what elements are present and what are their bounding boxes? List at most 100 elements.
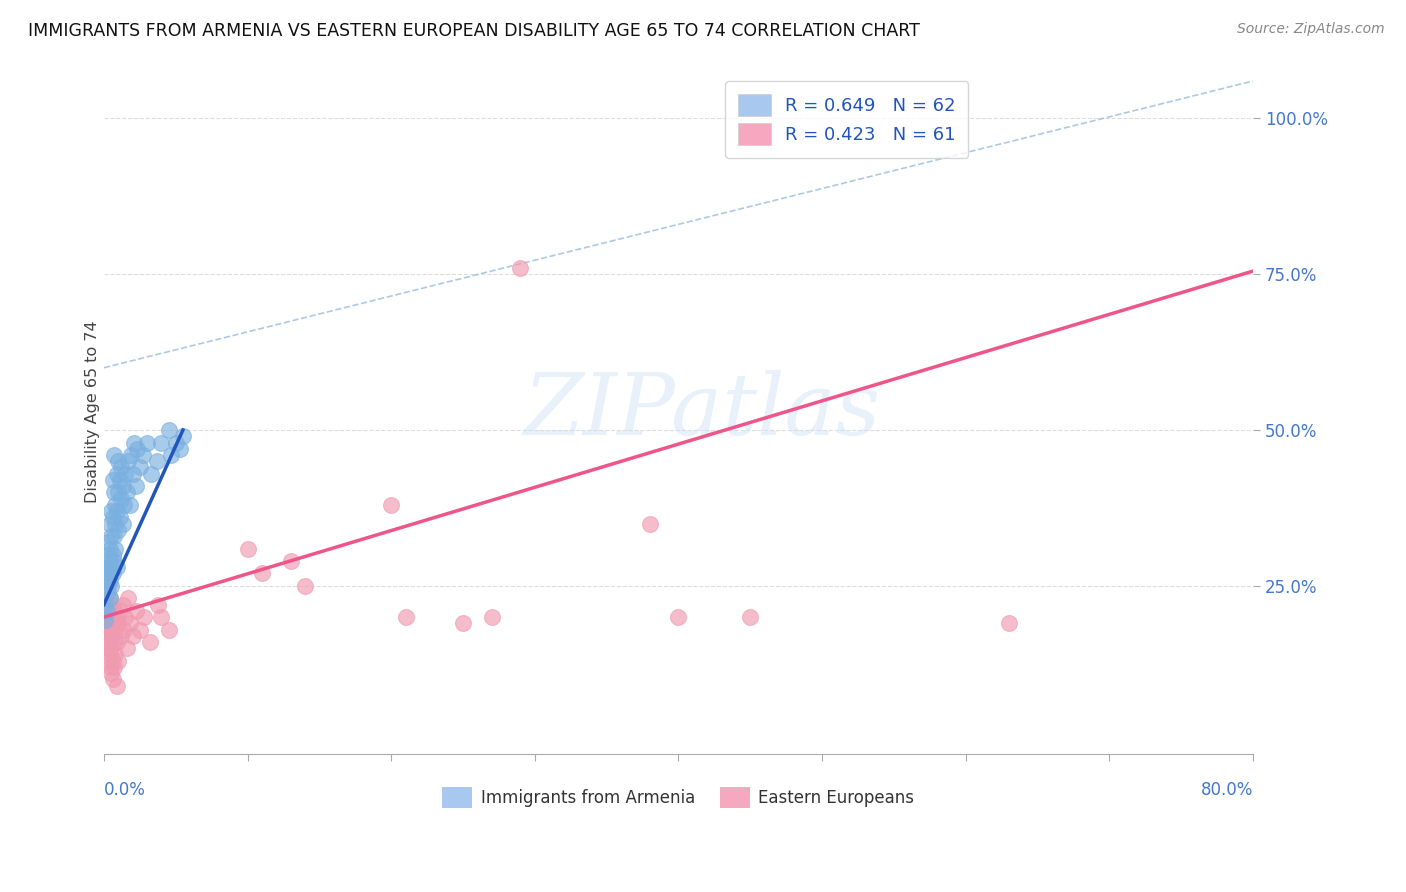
Point: [112, 498, 135, 512]
Point: [100, 629, 122, 643]
Point: [111, 479, 134, 493]
Point: [97, 579, 120, 593]
Point: [114, 610, 136, 624]
Point: [104, 648, 127, 662]
Point: [100, 666, 122, 681]
Point: [100, 504, 122, 518]
Point: [108, 473, 131, 487]
Point: [122, 435, 145, 450]
Point: [451, 616, 474, 631]
Point: [997, 616, 1019, 631]
Point: [100, 641, 122, 656]
Point: [124, 604, 146, 618]
Point: [125, 442, 148, 456]
Point: [101, 473, 124, 487]
Point: [100, 579, 122, 593]
Point: [112, 623, 135, 637]
Point: [103, 448, 125, 462]
Point: [94, 623, 117, 637]
Point: [148, 598, 170, 612]
Point: [118, 616, 141, 631]
Point: [104, 498, 127, 512]
Point: [107, 616, 129, 631]
Point: [105, 679, 128, 693]
Text: 0.0%: 0.0%: [104, 780, 146, 798]
Point: [105, 504, 128, 518]
Point: [101, 548, 124, 562]
Point: [98, 573, 121, 587]
Point: [104, 623, 127, 637]
Point: [103, 529, 125, 543]
Point: [108, 604, 131, 618]
Point: [98, 591, 121, 606]
Point: [98, 648, 121, 662]
Point: [509, 260, 531, 275]
Point: [146, 454, 169, 468]
Point: [236, 541, 259, 556]
Y-axis label: Disability Age 65 to 74: Disability Age 65 to 74: [86, 320, 100, 503]
Point: [101, 654, 124, 668]
Point: [98, 623, 121, 637]
Point: [121, 629, 143, 643]
Point: [108, 510, 131, 524]
Point: [101, 673, 124, 687]
Point: [169, 442, 191, 456]
Point: [94, 598, 117, 612]
Point: [97, 635, 120, 649]
Point: [638, 516, 661, 531]
Point: [96, 573, 118, 587]
Point: [111, 516, 134, 531]
Point: [103, 554, 125, 568]
Point: [114, 467, 136, 481]
Point: [165, 435, 187, 450]
Point: [110, 460, 132, 475]
Point: [157, 423, 180, 437]
Point: [117, 591, 139, 606]
Point: [94, 613, 117, 627]
Point: [96, 598, 118, 612]
Point: [103, 485, 125, 500]
Point: [94, 610, 117, 624]
Point: [96, 560, 118, 574]
Point: [110, 629, 132, 643]
Point: [107, 454, 129, 468]
Point: [139, 635, 162, 649]
Point: [97, 654, 120, 668]
Point: [394, 610, 416, 624]
Point: [96, 641, 118, 656]
Point: [294, 579, 316, 593]
Point: [118, 498, 141, 512]
Point: [100, 529, 122, 543]
Point: [98, 604, 121, 618]
Point: [107, 523, 129, 537]
Point: [481, 610, 503, 624]
Point: [107, 485, 129, 500]
Point: [105, 467, 128, 481]
Point: [105, 610, 128, 624]
Point: [740, 610, 762, 624]
Point: [110, 491, 132, 506]
Point: [104, 516, 127, 531]
Point: [668, 610, 690, 624]
Point: [136, 435, 159, 450]
Point: [160, 448, 183, 462]
Point: [105, 560, 128, 574]
Point: [120, 448, 142, 462]
Point: [128, 623, 150, 637]
Point: [280, 554, 302, 568]
Point: [157, 623, 180, 637]
Point: [100, 610, 122, 624]
Point: [150, 435, 173, 450]
Point: [380, 498, 402, 512]
Point: [117, 454, 139, 468]
Point: [101, 598, 124, 612]
Point: [101, 566, 124, 581]
Point: [141, 467, 163, 481]
Text: Source: ZipAtlas.com: Source: ZipAtlas.com: [1237, 22, 1385, 37]
Point: [131, 448, 153, 462]
Text: 80.0%: 80.0%: [1201, 780, 1253, 798]
Point: [98, 541, 121, 556]
Point: [172, 429, 194, 443]
Point: [100, 560, 122, 574]
Point: [134, 610, 156, 624]
